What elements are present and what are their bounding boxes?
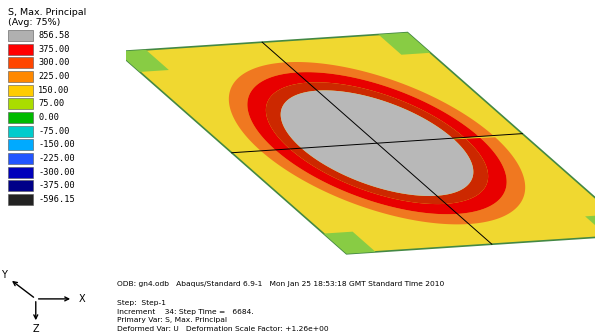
Polygon shape [117,33,601,254]
Text: Step:  Step-1
Increment    34: Step Time =   6684.
Primary Var: S, Max. Principa: Step: Step-1 Increment 34: Step Time = 6… [117,300,329,332]
Text: (Avg: 75%): (Avg: 75%) [8,18,60,27]
Text: 375.00: 375.00 [38,45,70,54]
Polygon shape [585,214,601,236]
Text: 856.58: 856.58 [38,31,70,40]
Bar [8,166,34,178]
Bar [8,194,34,205]
Polygon shape [229,62,525,224]
Bar [8,71,34,82]
Text: -225.00: -225.00 [38,154,75,163]
Text: -375.00: -375.00 [38,181,75,190]
Text: Z: Z [32,324,39,333]
Text: -150.00: -150.00 [38,141,75,150]
Bar [8,112,34,123]
Text: S, Max. Principal: S, Max. Principal [8,8,86,17]
Text: -300.00: -300.00 [38,168,75,177]
Text: 75.00: 75.00 [38,99,64,108]
Bar [8,57,34,69]
Bar [8,180,34,191]
Bar [8,85,34,96]
Text: 0.00: 0.00 [38,113,59,122]
Polygon shape [117,50,169,72]
Text: ODB: gn4.odb   Abaqus/Standard 6.9-1   Mon Jan 25 18:53:18 GMT Standard Time 201: ODB: gn4.odb Abaqus/Standard 6.9-1 Mon J… [117,281,445,287]
Polygon shape [248,72,507,214]
Bar [8,44,34,55]
Polygon shape [266,82,488,204]
Text: Y: Y [1,270,7,280]
Text: X: X [79,294,85,304]
Polygon shape [229,62,525,224]
Text: 300.00: 300.00 [38,58,70,67]
Bar [8,126,34,137]
Bar [8,30,34,41]
Text: 150.00: 150.00 [38,86,70,95]
Text: -596.15: -596.15 [38,195,75,204]
Polygon shape [323,232,376,254]
Bar [8,98,34,110]
Bar [8,139,34,151]
Text: -75.00: -75.00 [38,127,70,136]
Text: 225.00: 225.00 [38,72,70,81]
Bar [8,153,34,164]
Polygon shape [379,33,430,55]
Polygon shape [281,91,474,196]
